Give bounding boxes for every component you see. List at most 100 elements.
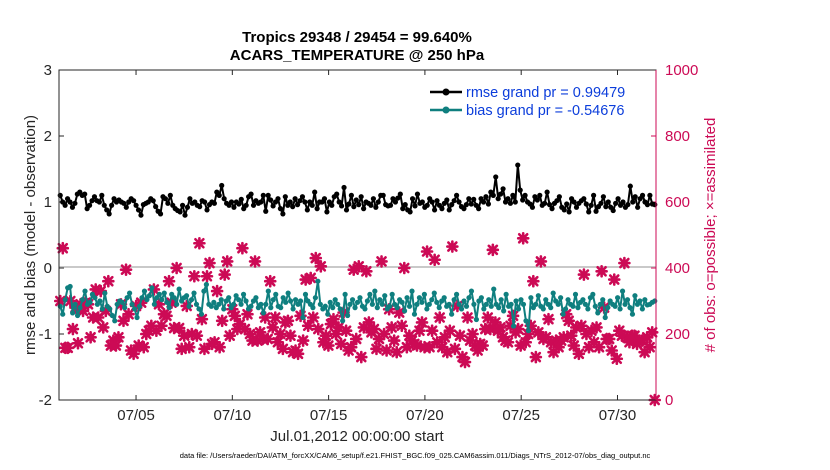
rmse-point xyxy=(456,199,462,205)
rmse-point xyxy=(392,199,399,205)
right-tick-label: 400 xyxy=(665,260,690,277)
bias-point xyxy=(126,290,133,296)
obs-count-marker xyxy=(532,326,545,339)
bias-point xyxy=(131,306,138,312)
rmse-point xyxy=(157,211,164,217)
bias-point xyxy=(565,297,571,303)
rmse-point xyxy=(287,199,293,205)
bias-point xyxy=(582,301,589,307)
rmse-point xyxy=(221,196,227,202)
rmse-point xyxy=(236,201,242,207)
obs-count-marker xyxy=(349,332,363,346)
rmse-point xyxy=(603,204,609,210)
bias-point xyxy=(602,314,608,321)
bias-point xyxy=(198,311,205,317)
bias-point xyxy=(642,297,648,303)
obs-count-marker xyxy=(127,347,140,361)
bias-point xyxy=(389,291,395,297)
obs-count-marker xyxy=(64,294,77,308)
obs-count-marker xyxy=(519,335,533,349)
bias-point xyxy=(102,290,108,296)
bias-point xyxy=(456,301,462,307)
obs-count-marker xyxy=(458,355,472,369)
bias-point xyxy=(183,293,190,299)
rmse-point xyxy=(292,196,298,202)
rmse-point xyxy=(153,204,159,210)
obs-count-marker xyxy=(607,273,621,286)
bias-point xyxy=(362,306,368,312)
rmse-point xyxy=(546,202,553,208)
rmse-point xyxy=(522,192,528,198)
rmse-point xyxy=(635,204,641,210)
bias-point xyxy=(406,303,413,309)
obs-count-marker xyxy=(122,307,135,321)
bias-point xyxy=(156,291,162,297)
obs-count-marker xyxy=(620,331,634,344)
bias-point xyxy=(399,299,405,305)
bias-point xyxy=(171,295,177,301)
obs-count-marker xyxy=(248,255,262,268)
rmse-point xyxy=(304,207,310,213)
legend-bias-label: bias grand pr = -0.54676 xyxy=(466,103,624,119)
bias-point xyxy=(468,288,475,294)
bias-point xyxy=(431,290,437,296)
bias-point xyxy=(82,288,88,294)
obs-count-marker xyxy=(172,321,186,335)
bias-point xyxy=(434,299,440,305)
rmse-point xyxy=(431,207,438,213)
rmse-point xyxy=(505,196,511,202)
bias-point xyxy=(99,306,105,312)
bias-point xyxy=(463,303,470,309)
obs-count-marker xyxy=(132,339,145,352)
rmse-point xyxy=(639,192,646,198)
obs-count-marker xyxy=(428,253,441,267)
obs-count-marker xyxy=(413,324,426,337)
bias-point xyxy=(615,295,621,301)
obs-count-marker xyxy=(501,335,515,349)
rmse-point xyxy=(302,199,308,205)
obs-count-marker xyxy=(438,331,452,344)
obs-count-marker xyxy=(112,331,125,344)
rmse-point xyxy=(466,196,472,202)
bias-point xyxy=(60,311,66,317)
rmse-point xyxy=(67,199,73,205)
rmse-point xyxy=(57,192,63,198)
obs-count-marker xyxy=(304,271,318,285)
obs-count-marker xyxy=(223,329,237,342)
obs-count-marker xyxy=(539,331,553,344)
obs-count-marker xyxy=(587,335,601,349)
bias-point xyxy=(639,306,645,312)
obs-count-marker xyxy=(387,334,401,347)
obs-count-marker xyxy=(56,241,70,255)
rmse-point xyxy=(165,200,171,206)
bias-point xyxy=(134,314,140,321)
obs-count-marker xyxy=(91,311,105,324)
bias-point xyxy=(624,297,631,303)
legend-rmse-label: rmse grand pr = 0.99479 xyxy=(466,85,625,101)
obs-count-marker xyxy=(327,312,340,326)
obs-count-marker xyxy=(590,321,603,334)
right-tick-label: 800 xyxy=(665,128,690,145)
rmse-point xyxy=(444,197,450,203)
rmse-point xyxy=(309,202,315,208)
bias-point xyxy=(357,295,363,301)
bias-point xyxy=(382,293,388,299)
rmse-point xyxy=(348,192,354,198)
obs-count-marker xyxy=(165,296,178,309)
bias-point xyxy=(109,312,115,319)
bias-point xyxy=(231,301,237,307)
rmse-point xyxy=(583,201,589,207)
bias-point xyxy=(310,305,316,311)
bias-point xyxy=(481,306,487,312)
bias-point xyxy=(240,291,247,297)
rmse-point xyxy=(507,200,514,206)
obs-count-marker xyxy=(102,274,115,288)
bias-point xyxy=(436,305,442,311)
obs-count-marker xyxy=(570,321,583,334)
rmse-point xyxy=(343,207,350,213)
obs-count-marker xyxy=(504,319,517,333)
obs-count-marker xyxy=(319,329,333,342)
rmse-point xyxy=(429,199,435,205)
rmse-point xyxy=(591,192,597,198)
bias-point xyxy=(344,312,351,319)
